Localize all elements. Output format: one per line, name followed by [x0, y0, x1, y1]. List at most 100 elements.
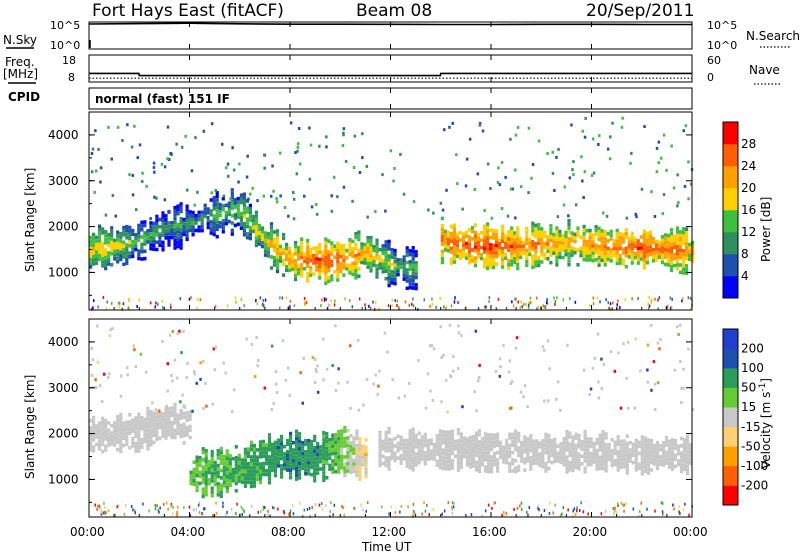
power-cell — [164, 236, 168, 240]
velocity-cell — [547, 466, 551, 471]
power-cell — [309, 143, 313, 147]
velocity-cell — [258, 444, 262, 448]
power-cell — [384, 209, 387, 213]
power-cell — [102, 296, 105, 299]
velocity-cell — [498, 374, 501, 378]
velocity-cell — [298, 443, 302, 447]
power-cell — [173, 242, 177, 247]
velocity-cell — [390, 456, 394, 461]
velocity-cell — [616, 449, 620, 454]
power-cell — [275, 265, 280, 270]
power-cell — [391, 298, 393, 302]
velocity-cell — [164, 436, 168, 440]
power-cell — [214, 189, 218, 193]
velocity-cell — [625, 456, 629, 460]
power-cell — [579, 246, 583, 251]
velocity-cell — [597, 380, 600, 384]
power-cell — [648, 248, 652, 253]
velocity-cell — [258, 455, 262, 459]
power-cell — [125, 257, 129, 262]
velocity-cell — [438, 440, 442, 444]
velocity-cell — [487, 440, 491, 445]
power-cell — [390, 281, 394, 285]
velocity-cell — [92, 438, 96, 442]
power-cell — [609, 255, 613, 259]
velocity-cell — [562, 451, 566, 456]
velocity-cell — [435, 437, 439, 442]
velocity-cell — [471, 453, 476, 457]
velocity-cell — [125, 424, 129, 428]
power-cell — [685, 249, 689, 253]
power-cell — [461, 246, 466, 251]
power-cell — [215, 190, 219, 195]
velocity-cell — [331, 466, 335, 471]
velocity-cell — [179, 434, 183, 439]
power-cell — [269, 255, 274, 259]
velocity-cell — [541, 450, 545, 454]
velocity-cell — [101, 449, 105, 454]
power-cell — [570, 249, 574, 254]
power-cell — [327, 261, 331, 265]
velocity-cell — [661, 510, 664, 514]
power-cell — [624, 264, 628, 269]
velocity-cell — [346, 461, 350, 466]
velocity-cell — [547, 433, 551, 438]
velocity-cell — [613, 444, 617, 448]
velocity-cell — [119, 412, 123, 417]
velocity-cell — [583, 455, 587, 459]
velocity-cell — [346, 436, 350, 440]
power-cell — [154, 305, 156, 309]
power-cell — [606, 147, 610, 151]
power-cell — [149, 246, 153, 251]
power-cell — [318, 265, 322, 269]
power-cell — [558, 251, 562, 256]
power-cell — [592, 137, 595, 141]
power-cell — [107, 232, 111, 237]
power-cell — [597, 245, 601, 249]
velocity-cell — [185, 429, 189, 434]
velocity-cell — [637, 440, 641, 445]
velocity-cell — [535, 461, 539, 465]
velocity-cell — [589, 440, 593, 445]
power-cell — [92, 243, 96, 248]
power-cell — [603, 255, 607, 260]
velocity-cell — [452, 505, 455, 509]
power-cell — [98, 246, 102, 251]
velocity-cell — [288, 394, 292, 397]
velocity-cell — [269, 514, 271, 518]
power-cell — [312, 253, 316, 258]
power-cell — [279, 194, 282, 198]
power-cell — [414, 286, 418, 291]
power-cell — [516, 237, 520, 241]
velocity-cell — [256, 364, 259, 368]
velocity-cell — [89, 426, 93, 430]
power-cell — [585, 239, 589, 244]
velocity-cell — [289, 450, 293, 454]
velocity-cell — [110, 442, 114, 446]
power-cell — [269, 266, 274, 270]
velocity-cell — [447, 441, 451, 445]
power-cell — [248, 233, 252, 237]
velocity-cell — [340, 436, 344, 441]
velocity-cell — [175, 376, 179, 380]
velocity-cell — [249, 462, 253, 467]
power-cell — [297, 253, 301, 257]
power-cell — [530, 176, 533, 180]
power-cell — [570, 231, 574, 235]
power-cell — [387, 304, 390, 308]
power-cell — [495, 229, 499, 233]
velocity-cell — [343, 440, 347, 445]
power-cell — [516, 259, 520, 263]
power-cell — [251, 229, 255, 234]
power-cell — [387, 254, 391, 258]
velocity-cell — [441, 512, 443, 516]
power-cell — [324, 263, 328, 267]
velocity-cell — [216, 467, 220, 471]
velocity-cell — [226, 510, 228, 514]
velocity-cell — [589, 455, 593, 460]
velocity-cell — [465, 452, 470, 456]
power-cell — [363, 246, 367, 251]
velocity-cell — [324, 504, 327, 508]
power-cell — [167, 232, 171, 236]
power-cell — [245, 206, 249, 210]
